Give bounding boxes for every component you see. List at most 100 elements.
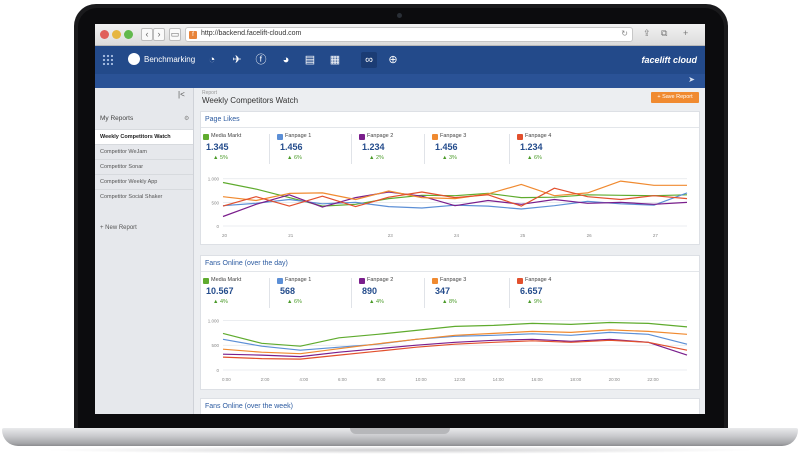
fans-online-day-chart: 1.000 500 00:00 2:00 4:00 6:00 8:00 10:00 12:00 1… [208,318,688,382]
stat-divider [351,134,352,164]
brand-logo: facelift cloud [641,55,697,65]
series-name: Fanpage 3 [440,133,467,139]
newspaper-icon[interactable]: ▦ [329,54,341,66]
y-tick-label: 500 [211,200,219,205]
stat-value: 568 [280,286,296,296]
section-label[interactable]: Benchmarking [144,55,196,64]
series-toggle-checkbox[interactable] [203,278,209,284]
series-toggle-checkbox[interactable] [517,278,523,284]
new-tab-icon[interactable]: + [683,28,689,38]
series-line-fanpage-2[interactable] [222,338,688,358]
stat-change: ▲ 3% [442,155,457,161]
series-toggle-checkbox[interactable] [277,134,283,140]
series-line-fanpage-3[interactable] [222,180,687,202]
zoom-window-button[interactable] [124,30,133,39]
stat-item: Fanpage 4 1.234 ▲ 6% [509,132,589,166]
stat-change: ▲ 6% [287,299,302,305]
stat-change: ▲ 9% [527,299,542,305]
sidebar-report-item[interactable]: Weekly Competitors Watch [95,129,193,144]
stat-divider [509,134,510,164]
pie-chart-icon[interactable]: ◕ [282,54,290,66]
stat-value: 1.234 [520,142,543,152]
stat-change: ▲ 6% [287,155,302,161]
binoculars-icon[interactable]: ∞ [361,52,377,68]
sidebar-report-item[interactable]: Competitor WeJam [95,144,193,159]
stat-item: Fanpage 4 6.657 ▲ 9% [509,276,589,310]
close-window-button[interactable] [100,30,109,39]
series-name: Fanpage 2 [367,133,394,139]
series-toggle-checkbox[interactable] [203,134,209,140]
stat-change: ▲ 6% [527,155,542,161]
sidebar-report-item[interactable]: Competitor Sonar [95,159,193,174]
x-tick-label: 18:00 [570,377,582,382]
series-line-fanpage-4[interactable] [222,339,688,360]
x-tick-label: 27 [653,233,659,238]
send-icon[interactable]: ➤ [688,75,695,84]
series-toggle-checkbox[interactable] [517,134,523,140]
x-tick-label: 6:00 [338,377,347,382]
facebook-icon[interactable]: ⓕ [255,54,267,66]
stat-change: ▲ 2% [369,155,384,161]
series-toggle-checkbox[interactable] [277,278,283,284]
series-toggle-checkbox[interactable] [432,134,438,140]
sidebar-report-item[interactable]: Competitor Social Shaker [95,189,193,204]
new-report-button[interactable]: + New Report [100,225,137,231]
browser-toolbar: ‹ › ▭ f http://backend.facelift-cloud.co… [95,24,705,46]
series-name: Fanpage 2 [367,277,394,283]
stat-change: ▲ 5% [213,155,228,161]
x-tick-label: 8:00 [377,377,386,382]
dashboard-icon[interactable]: ◔ [208,54,216,66]
series-line-fanpage-1[interactable] [222,331,688,351]
page-likes-title: Page Likes [205,116,240,123]
sidebar-report-item[interactable]: Competitor Weekly App [95,174,193,189]
site-favicon-icon: f [189,31,197,39]
series-name: Fanpage 3 [440,277,467,283]
stat-change: ▲ 4% [369,299,384,305]
forward-button[interactable]: › [153,28,165,41]
x-tick-label: 25 [520,233,526,238]
series-line-media-markt[interactable] [222,321,688,347]
x-tick-label: 20:00 [609,377,621,382]
page-likes-panel [200,111,700,245]
search-people-icon[interactable]: ⊕ [388,54,398,66]
series-toggle-checkbox[interactable] [359,278,365,284]
series-line-fanpage-3[interactable] [222,329,688,355]
collapse-sidebar-icon[interactable]: |< [178,90,185,99]
app-grid-icon[interactable] [102,54,113,65]
breadcrumb: Report [202,90,218,96]
x-tick-label: 16:00 [531,377,543,382]
save-report-button[interactable]: + Save Report [651,92,699,103]
x-tick-label: 22:00 [647,377,659,382]
x-tick-label: 26 [587,233,593,238]
stat-divider [269,278,270,308]
series-line-fanpage-2[interactable] [222,191,688,218]
stat-divider [424,134,425,164]
stat-value: 1.234 [362,142,385,152]
stat-value: 1.456 [280,142,303,152]
x-tick-label: 24 [454,233,460,238]
app-subheader [95,74,705,88]
url-text: http://backend.facelift-cloud.com [201,30,302,37]
camera-dot [397,13,402,18]
rocket-icon[interactable]: ✈ [232,54,242,66]
sidebar-heading: My Reports [100,115,134,122]
series-toggle-checkbox[interactable] [359,134,365,140]
stat-value: 890 [362,286,378,296]
stat-divider [509,278,510,308]
series-name: Media Markt [211,277,242,283]
share-icon[interactable]: ⇪ [643,28,651,38]
reload-icon[interactable]: ↻ [621,29,628,38]
stat-item: Fanpage 2 1.234 ▲ 2% [351,132,431,166]
tabs-icon[interactable]: ⧉ [661,28,668,38]
address-bar[interactable]: f http://backend.facelift-cloud.com ↻ [185,27,633,42]
stat-divider [424,278,425,308]
x-tick-label: 10:00 [415,377,427,382]
store-icon[interactable]: ▤ [304,54,316,66]
sidebar-settings-icon[interactable]: ⚙ [184,116,190,122]
page-title: Weekly Competitors Watch [202,96,299,105]
minimize-window-button[interactable] [112,30,121,39]
series-line-fanpage-4[interactable] [222,187,688,208]
series-toggle-checkbox[interactable] [432,278,438,284]
back-button[interactable]: ‹ [141,28,153,41]
sidebar-toggle-icon[interactable]: ▭ [169,28,181,41]
